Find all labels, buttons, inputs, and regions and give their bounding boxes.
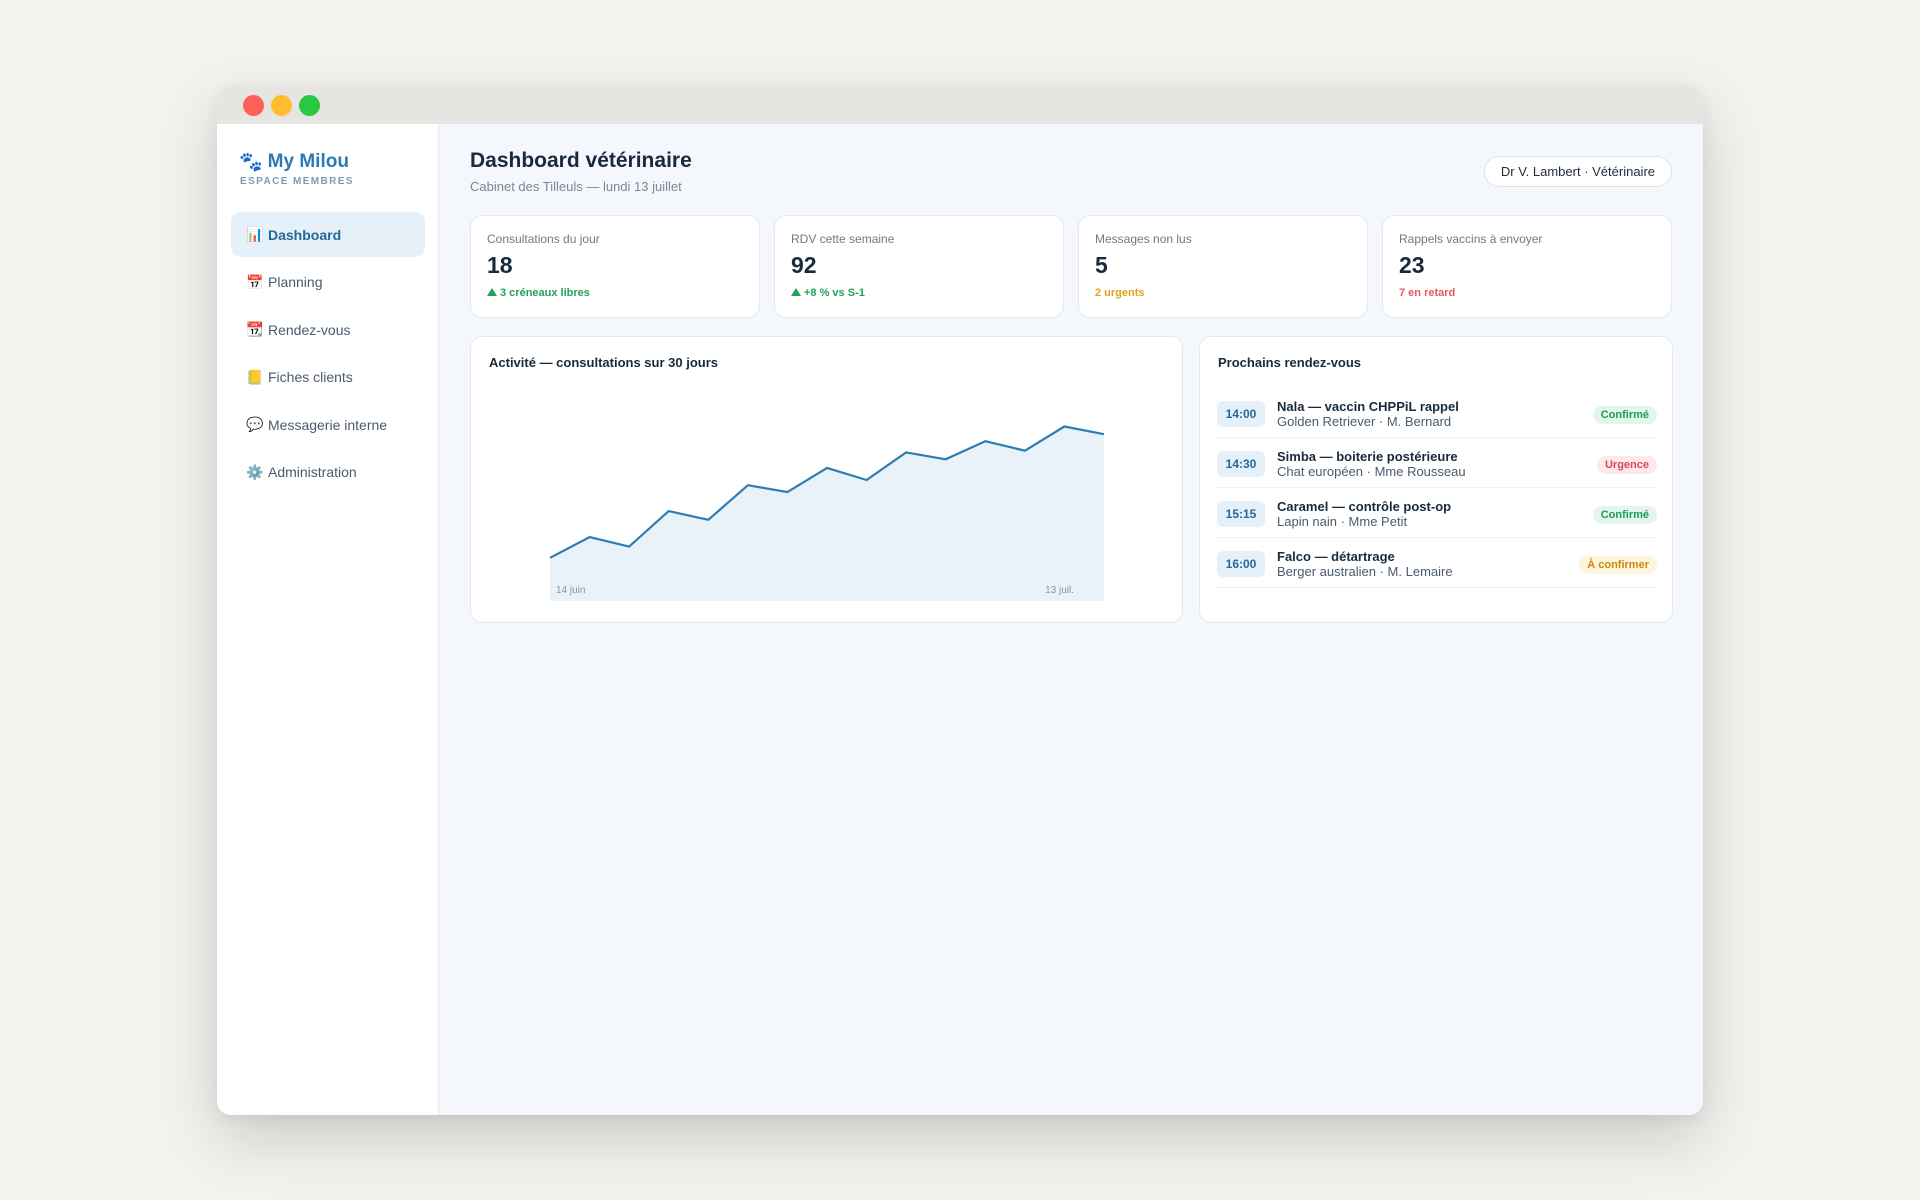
chart-title: Activité — consultations sur 30 jours: [489, 355, 718, 370]
chart-point: [588, 535, 592, 539]
appointment-title: Simba — boiterie postérieure: [1277, 449, 1458, 464]
sidebar-item-label: Rendez-vous: [268, 321, 351, 338]
chart-point: [1062, 424, 1066, 428]
chart-point: [548, 556, 552, 560]
ledger-icon: 📒: [246, 368, 264, 385]
sidebar-item-planning[interactable]: 📅 Planning: [231, 260, 425, 305]
page-subtitle: Cabinet des Tilleuls — lundi 13 juillet: [470, 179, 682, 194]
calendar-icon: 📅: [246, 273, 264, 290]
chart-point: [785, 490, 789, 494]
chart-point: [627, 545, 631, 549]
sidebar-nav: 📊 Dashboard 📅 Planning 📆 Rendez-vous 📒 F…: [231, 212, 425, 497]
stat-card-vaccins: Rappels vaccins à envoyer 23 7 en retard: [1382, 215, 1672, 318]
sidebar-item-label: Dashboard: [268, 226, 342, 243]
sidebar-item-fiches-clients[interactable]: 📒 Fiches clients: [231, 355, 425, 400]
appointment-details: Lapin nain · Mme Petit: [1277, 514, 1408, 529]
tear-off-calendar-icon: 📆: [246, 321, 264, 337]
page-title: Dashboard vétérinaire: [470, 149, 692, 172]
upcoming-title: Prochains rendez-vous: [1218, 355, 1362, 370]
appointment-row[interactable]: 16:00 Falco — détartrage Berger australi…: [1217, 538, 1657, 588]
sidebar-item-label: Planning: [268, 274, 323, 290]
appointment-time: 14:00: [1217, 401, 1265, 427]
trend-up-icon: [487, 288, 497, 296]
chart-series-line: [549, 425, 1105, 559]
stat-value: 18: [487, 252, 513, 278]
chart-point: [825, 466, 829, 470]
x-tick-label-end: 13 juil.: [1045, 585, 1074, 596]
chart-point: [904, 450, 908, 454]
appointment-details: Chat européen · Mme Rousseau: [1277, 464, 1466, 479]
chart-point: [706, 518, 710, 522]
stat-card-consultations: Consultations du jour 18 3 créneaux libr…: [470, 215, 760, 318]
close-window-button[interactable]: [243, 95, 264, 116]
gear-icon: ⚙️: [246, 463, 264, 480]
appointment-time: 15:15: [1217, 501, 1265, 527]
status-badge: Urgence: [1596, 456, 1657, 474]
maximize-window-button[interactable]: [299, 95, 320, 116]
sidebar-item-rendez-vous[interactable]: 📆 Rendez-vous: [231, 307, 425, 352]
appointment-row[interactable]: 14:30 Simba — boiterie postérieure Chat …: [1217, 438, 1657, 488]
stat-note: +8 % vs S-1: [791, 287, 865, 299]
appointment-row[interactable]: 15:15 Caramel — contrôle post-op Lapin n…: [1217, 488, 1657, 538]
sidebar-item-messagerie[interactable]: 💬 Messagerie interne: [231, 402, 425, 447]
sidebar: 🐾 My Milou ESPACE MEMBRES 📊 Dashboard 📅 …: [217, 124, 439, 1115]
sidebar-item-label: Administration: [268, 464, 357, 480]
appointment-title: Nala — vaccin CHPPiL rappel: [1277, 399, 1459, 414]
status-badge: À confirmer: [1579, 556, 1657, 574]
appointment-title: Caramel — contrôle post-op: [1277, 499, 1452, 514]
brand-name: My Milou: [267, 151, 349, 172]
activity-chart: 14 juin 13 juil.: [548, 424, 1106, 601]
stat-value: 5: [1095, 252, 1108, 278]
sidebar-item-administration[interactable]: ⚙️ Administration: [231, 450, 425, 495]
upcoming-appointments-card: Prochains rendez-vous 14:00 Nala — vacci…: [1199, 336, 1673, 623]
chart-point: [983, 439, 987, 443]
x-tick-label-start: 14 juin: [556, 585, 585, 596]
chart-point: [1023, 449, 1027, 453]
appointment-details: Golden Retriever · M. Bernard: [1277, 414, 1452, 429]
stat-value: 92: [791, 252, 817, 278]
stat-note-text: +8 % vs S-1: [804, 287, 865, 299]
appointment-details: Berger australien · M. Lemaire: [1277, 564, 1453, 579]
stat-note: 3 créneaux libres: [487, 287, 590, 299]
sidebar-item-label: Messagerie interne: [268, 416, 388, 433]
stat-label: Consultations du jour: [487, 232, 600, 246]
speech-bubble-icon: 💬: [246, 416, 264, 432]
stat-note-text: 3 créneaux libres: [500, 287, 590, 299]
chart-point: [1102, 432, 1106, 436]
stat-label: Rappels vaccins à envoyer: [1399, 232, 1543, 246]
user-badge[interactable]: Dr V. Lambert · Vétérinaire: [1483, 156, 1672, 187]
appointment-time: 14:30: [1217, 451, 1265, 477]
chart-area-fill: [550, 426, 1104, 601]
brand-subtitle: ESPACE MEMBRES: [240, 176, 354, 187]
bar-chart-icon: 📊: [246, 226, 264, 242]
stat-card-messages: Messages non lus 5 2 urgents: [1078, 215, 1368, 318]
window-titlebar: [217, 86, 1703, 124]
stat-card-rdv: RDV cette semaine 92 +8 % vs S-1: [774, 215, 1064, 318]
stat-note: 2 urgents: [1095, 287, 1145, 299]
paw-icon: 🐾: [239, 152, 263, 173]
chart-point: [746, 483, 750, 487]
appointment-title: Falco — détartrage: [1277, 549, 1395, 564]
trend-up-icon: [791, 288, 801, 296]
stat-label: RDV cette semaine: [791, 232, 895, 246]
appointment-time: 16:00: [1217, 551, 1265, 577]
stat-value: 23: [1399, 252, 1425, 278]
chart-point: [944, 457, 948, 461]
stat-note: 7 en retard: [1399, 287, 1456, 299]
status-badge: Confirmé: [1592, 406, 1657, 424]
chart-point: [865, 478, 869, 482]
activity-chart-card: Activité — consultations sur 30 jours 14…: [470, 336, 1183, 623]
app-window: 🐾 My Milou ESPACE MEMBRES 📊 Dashboard 📅 …: [217, 86, 1703, 1115]
sidebar-item-dashboard[interactable]: 📊 Dashboard: [231, 212, 425, 257]
chart-point: [667, 509, 671, 513]
minimize-window-button[interactable]: [271, 95, 292, 116]
brand[interactable]: 🐾 My Milou ESPACE MEMBRES: [239, 150, 354, 187]
stat-label: Messages non lus: [1095, 232, 1192, 246]
status-badge: Confirmé: [1592, 506, 1657, 524]
main-content: Dashboard vétérinaire Cabinet des Tilleu…: [439, 124, 1703, 1115]
appointment-row[interactable]: 14:00 Nala — vaccin CHPPiL rappel Golden…: [1217, 388, 1657, 438]
sidebar-item-label: Fiches clients: [268, 369, 353, 385]
